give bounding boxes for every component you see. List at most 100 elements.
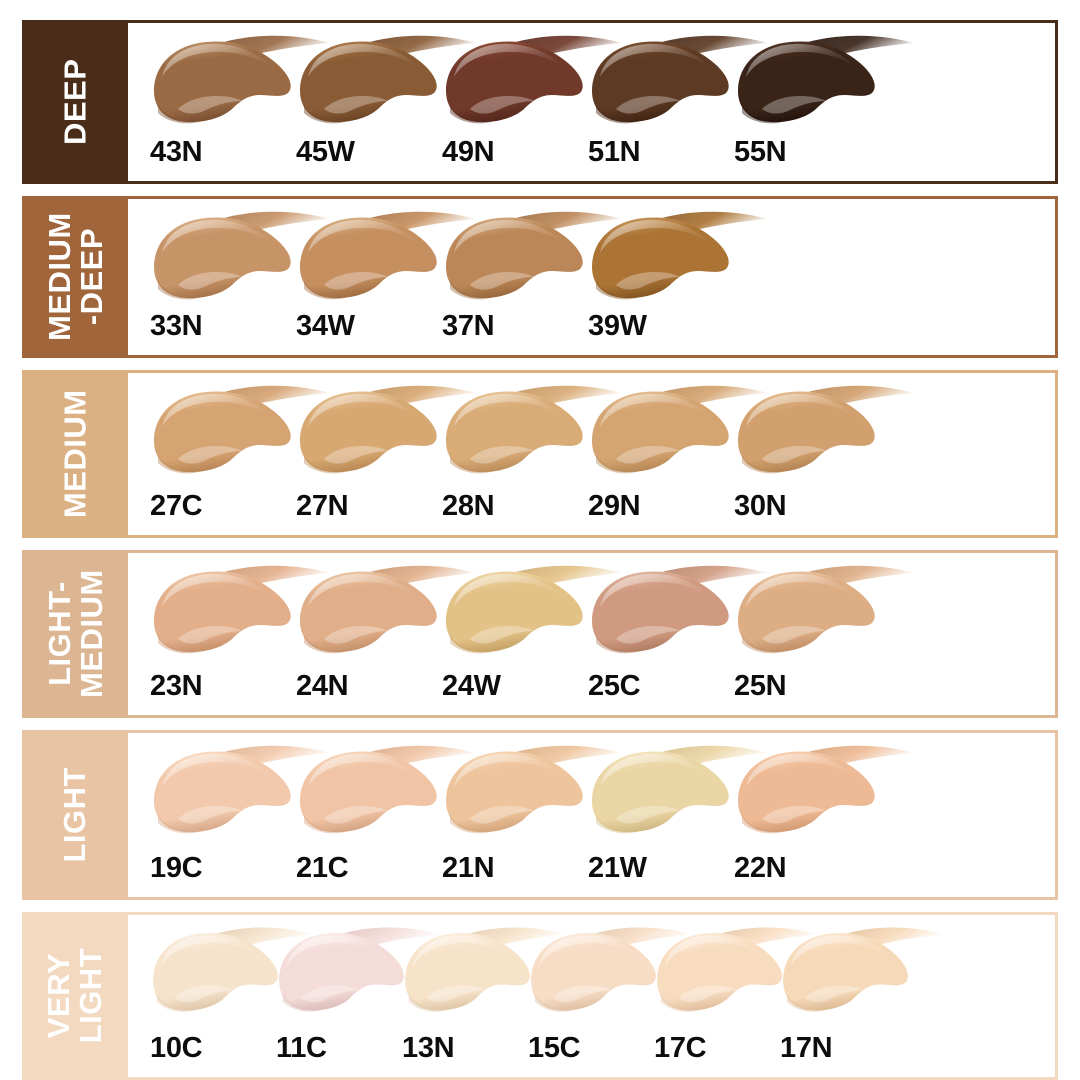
row-label-line-2: MEDIUM bbox=[73, 569, 108, 699]
row-label-line-1: LIGHT- bbox=[41, 581, 77, 687]
shade-name-label: 43N bbox=[150, 136, 203, 168]
row-label-line-1: MEDIUM bbox=[41, 212, 77, 342]
shade-name-label: 15C bbox=[528, 1032, 581, 1064]
row-label-text: MEDIUM bbox=[57, 389, 93, 519]
shade-name-label: 27N bbox=[296, 490, 349, 522]
shade-name-label: 28N bbox=[442, 490, 495, 522]
shade-swatch[interactable]: 24W bbox=[436, 553, 622, 715]
swatch-strip-medium: 27C 27N bbox=[128, 373, 1055, 535]
shade-name-label: 29N bbox=[588, 490, 641, 522]
shade-swatch[interactable]: 27N bbox=[290, 373, 476, 535]
shade-swatch[interactable]: 24N bbox=[290, 553, 476, 715]
shade-row-medium-deep: MEDIUM -DEEP 33N bbox=[22, 196, 1058, 358]
shade-name-label: 30N bbox=[734, 490, 787, 522]
row-label-very-light: VERY LIGHT bbox=[22, 912, 128, 1080]
shade-name-label: 49N bbox=[442, 136, 495, 168]
shade-name-label: 17N bbox=[780, 1032, 833, 1064]
row-label-line-2: -DEEP bbox=[73, 228, 108, 326]
shade-row-very-light: VERY LIGHT 10C bbox=[22, 912, 1058, 1080]
row-label-line-1: VERY bbox=[41, 953, 77, 1039]
swatch-strip-very-light: 10C 11C bbox=[128, 915, 1055, 1077]
shade-name-label: 11C bbox=[276, 1032, 327, 1064]
row-label-light-medium: LIGHT- MEDIUM bbox=[22, 550, 128, 718]
shade-swatch[interactable]: 34W bbox=[290, 199, 476, 355]
shade-name-label: 51N bbox=[588, 136, 641, 168]
shade-row-deep: DEEP 43N bbox=[22, 20, 1058, 184]
swatch-strip-light-medium: 23N 24N bbox=[128, 553, 1055, 715]
shade-swatch[interactable]: 30N bbox=[728, 373, 914, 535]
row-label-medium-deep: MEDIUM -DEEP bbox=[22, 196, 128, 358]
shade-swatch[interactable]: 25C bbox=[582, 553, 768, 715]
shade-name-label: 22N bbox=[734, 852, 787, 884]
shade-name-label: 25C bbox=[588, 670, 641, 702]
shade-swatch[interactable]: 39W bbox=[582, 199, 768, 355]
shade-name-label: 21W bbox=[588, 852, 647, 884]
shade-swatch[interactable]: 13N bbox=[396, 915, 566, 1077]
shade-swatch[interactable]: 19C bbox=[144, 733, 330, 897]
row-label-text: MEDIUM -DEEP bbox=[41, 212, 108, 342]
shade-swatch[interactable]: 17N bbox=[774, 915, 944, 1077]
shade-color-smear-icon bbox=[582, 205, 788, 309]
shade-swatch[interactable]: 27C bbox=[144, 373, 330, 535]
shade-swatch[interactable]: 33N bbox=[144, 199, 330, 355]
swatch-strip-deep: 43N 45W bbox=[128, 23, 1055, 181]
shade-name-label: 27C bbox=[150, 490, 203, 522]
shade-name-label: 17C bbox=[654, 1032, 707, 1064]
shade-swatch[interactable]: 21W bbox=[582, 733, 768, 897]
shade-name-label: 55N bbox=[734, 136, 787, 168]
shade-name-label: 37N bbox=[442, 310, 495, 342]
shade-swatch[interactable]: 11C bbox=[270, 915, 440, 1077]
shade-name-label: 39W bbox=[588, 310, 647, 342]
shade-row-medium: MEDIUM 27C bbox=[22, 370, 1058, 538]
row-label-medium: MEDIUM bbox=[22, 370, 128, 538]
shade-swatch[interactable]: 51N bbox=[582, 23, 768, 181]
row-label-deep: DEEP bbox=[22, 20, 128, 184]
swatch-strip-medium-deep: 33N 34W bbox=[128, 199, 1055, 355]
swatch-smear bbox=[738, 35, 914, 124]
shade-name-label: 34W bbox=[296, 310, 355, 342]
swatch-strip-light: 19C 21C bbox=[128, 733, 1055, 897]
shade-swatch[interactable]: 43N bbox=[144, 23, 330, 181]
shade-color-smear-icon bbox=[728, 559, 934, 663]
shade-swatch[interactable]: 25N bbox=[728, 553, 914, 715]
shade-swatch[interactable]: 45W bbox=[290, 23, 476, 181]
shade-swatch[interactable]: 15C bbox=[522, 915, 692, 1077]
shade-swatch[interactable]: 29N bbox=[582, 373, 768, 535]
swatch-smear bbox=[738, 385, 914, 474]
shade-name-label: 13N bbox=[402, 1032, 455, 1064]
shade-swatch[interactable]: 55N bbox=[728, 23, 914, 181]
shade-swatch[interactable]: 37N bbox=[436, 199, 622, 355]
shade-name-label: 23N bbox=[150, 670, 203, 702]
shade-color-smear-icon bbox=[728, 379, 934, 483]
shade-row-light: LIGHT 19C bbox=[22, 730, 1058, 900]
shade-swatch[interactable]: 17C bbox=[648, 915, 818, 1077]
shade-name-label: 24N bbox=[296, 670, 349, 702]
swatch-smear bbox=[783, 927, 944, 1012]
shade-color-smear-icon bbox=[774, 921, 962, 1021]
row-label-text: LIGHT- MEDIUM bbox=[41, 569, 108, 699]
shade-name-label: 10C bbox=[150, 1032, 203, 1064]
shade-swatch[interactable]: 21N bbox=[436, 733, 622, 897]
shade-swatch[interactable]: 10C bbox=[144, 915, 314, 1077]
shade-color-smear-icon bbox=[728, 29, 934, 133]
shade-name-label: 45W bbox=[296, 136, 355, 168]
shade-name-label: 19C bbox=[150, 852, 203, 884]
shade-row-light-medium: LIGHT- MEDIUM 23N bbox=[22, 550, 1058, 718]
shade-swatch[interactable]: 23N bbox=[144, 553, 330, 715]
row-label-light: LIGHT bbox=[22, 730, 128, 900]
shade-swatch[interactable]: 22N bbox=[728, 733, 914, 897]
row-label-text: LIGHT bbox=[57, 767, 93, 863]
swatch-smear bbox=[592, 211, 768, 300]
shade-swatch[interactable]: 28N bbox=[436, 373, 622, 535]
shade-name-label: 33N bbox=[150, 310, 203, 342]
row-label-line-2: LIGHT bbox=[73, 948, 108, 1044]
shade-name-label: 25N bbox=[734, 670, 787, 702]
row-label-text: DEEP bbox=[57, 58, 93, 146]
swatch-smear bbox=[738, 745, 914, 834]
shade-swatch[interactable]: 49N bbox=[436, 23, 622, 181]
shade-swatch[interactable]: 21C bbox=[290, 733, 476, 897]
shade-color-smear-icon bbox=[728, 739, 934, 843]
shade-name-label: 21C bbox=[296, 852, 349, 884]
row-label-text: VERY LIGHT bbox=[41, 948, 108, 1044]
